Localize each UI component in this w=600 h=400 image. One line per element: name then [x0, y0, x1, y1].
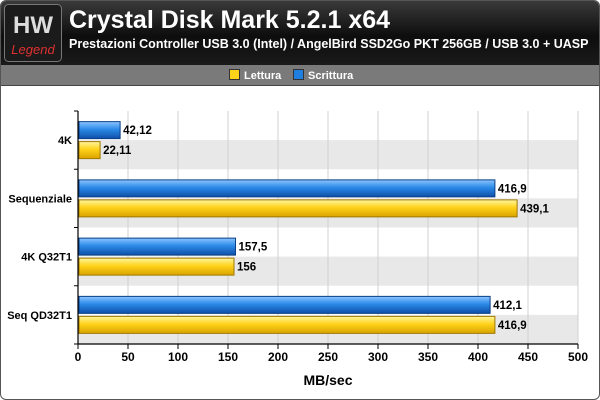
category-label: 4K Q32T1: [21, 252, 72, 264]
data-label-lettura: 416,9: [498, 320, 527, 332]
x-tick-label: 200: [268, 350, 288, 364]
bar-scrittura: [78, 179, 496, 198]
bar-scrittura: [78, 121, 121, 140]
legend-item-scrittura: Scrittura: [293, 69, 353, 82]
category-label: Sequenziale: [8, 193, 72, 205]
data-label-scrittura: 42,12: [123, 125, 152, 137]
x-tick-label: 450: [518, 350, 538, 364]
bar-lettura: [78, 315, 496, 334]
x-tick-label: 0: [75, 350, 82, 364]
data-label-scrittura: 412,1: [493, 300, 522, 312]
data-label-lettura: 156: [237, 262, 256, 274]
bar-lettura: [78, 199, 518, 218]
data-label-lettura: 439,1: [520, 203, 549, 215]
legend-swatch-lettura: [229, 69, 240, 80]
data-label-lettura: 22,11: [103, 145, 132, 157]
category-label: Seq QD32T1: [7, 310, 72, 322]
header-bar: HW Legend Crystal Disk Mark 5.2.1 x64 Pr…: [1, 1, 599, 65]
legend-bar: Lettura Scrittura: [1, 65, 599, 86]
chart-title: Crystal Disk Mark 5.2.1 x64: [69, 6, 391, 34]
logo-text-top: HW: [13, 12, 53, 39]
bar-lettura: [78, 257, 235, 276]
x-tick-label: 500: [568, 350, 588, 364]
x-tick-label: 400: [468, 350, 488, 364]
logo-text-bottom: Legend: [11, 42, 55, 57]
category-label: 4K: [58, 135, 72, 147]
x-tick-label: 150: [218, 350, 238, 364]
bar-scrittura: [78, 237, 236, 256]
x-tick-label: 250: [318, 350, 338, 364]
bar-lettura: [78, 141, 101, 160]
x-tick-label: 50: [121, 350, 135, 364]
bar-scrittura: [78, 295, 491, 314]
chart-subtitle: Prestazioni Controller USB 3.0 (Intel) /…: [69, 37, 589, 51]
legend-swatch-scrittura: [293, 69, 304, 80]
x-tick-label: 300: [368, 350, 388, 364]
x-axis-label: MB/sec: [303, 372, 352, 388]
bars-layer: 42,12 22,11 416,9 439,1 157,5 156 412,1 416,9: [78, 121, 549, 334]
x-tick-label: 100: [168, 350, 188, 364]
legend-label-scrittura: Scrittura: [308, 70, 354, 82]
hwlegend-logo: HW Legend: [4, 4, 62, 62]
data-label-scrittura: 416,9: [498, 183, 527, 195]
legend-label-lettura: Lettura: [244, 70, 282, 82]
axes-layer: 4K Sequenziale 4K Q32T1 Seq QD32T1 0 50 100 150…: [7, 110, 588, 364]
x-tick-label: 350: [418, 350, 438, 364]
data-label-scrittura: 157,5: [239, 242, 268, 254]
legend-item-lettura: Lettura: [229, 69, 281, 82]
